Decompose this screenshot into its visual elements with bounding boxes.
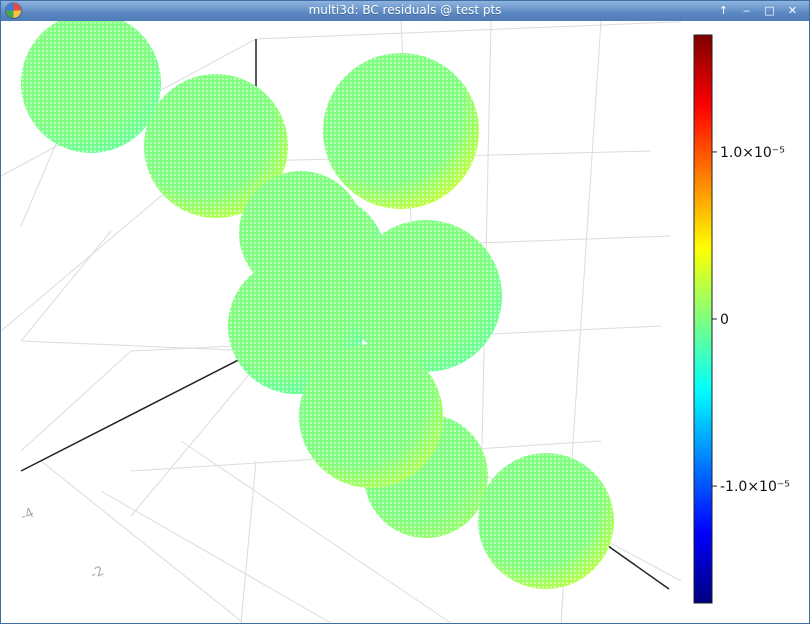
grid-line	[180, 440, 452, 623]
grid-line	[40, 460, 242, 622]
keep-above-button[interactable]: ↑	[718, 4, 729, 17]
sphere-point-texture	[323, 53, 479, 209]
colorbar-tick-label: -1.0×10⁻⁵	[720, 479, 790, 495]
grid-line	[20, 350, 132, 452]
sphere-cloud	[21, 21, 614, 589]
3d-scatter-plot[interactable]: -4 -2 1.0×10⁻⁵ 0 -1.0×10⁻⁵	[1, 21, 809, 623]
app-icon[interactable]	[6, 3, 21, 18]
sphere-point-texture	[299, 344, 443, 488]
window-title: multi3d: BC residuals @ test pts	[308, 3, 502, 17]
grid-line	[20, 230, 112, 342]
grid-line	[255, 21, 681, 40]
sphere-point-texture	[478, 453, 614, 589]
colorbar-tick-label: 1.0×10⁻⁵	[720, 145, 785, 161]
colorbar	[693, 34, 713, 604]
plot-area[interactable]: -4 -2 1.0×10⁻⁵ 0 -1.0×10⁻⁵	[1, 21, 809, 623]
axis-line	[20, 350, 257, 472]
axis-line	[600, 540, 670, 590]
grid-line	[240, 460, 257, 623]
axis-tick-label-neg2: -2	[88, 564, 106, 583]
grid-line	[100, 490, 332, 623]
colorbar-ticks: 1.0×10⁻⁵ 0 -1.0×10⁻⁵	[712, 145, 790, 495]
title-bar[interactable]: multi3d: BC residuals @ test pts ↑ ‒ □ ✕	[1, 1, 809, 21]
colorbar-tick-label: 0	[720, 312, 729, 328]
sphere-point-texture	[350, 220, 502, 372]
grid-line	[20, 340, 257, 352]
sphere-point-texture	[21, 21, 161, 153]
minimize-button[interactable]: ‒	[743, 4, 750, 17]
close-button[interactable]: ✕	[787, 4, 798, 17]
axis-tick-label-neg4: -4	[18, 506, 36, 525]
maximize-button[interactable]: □	[764, 4, 775, 17]
sphere-point-texture	[144, 74, 288, 218]
grid-line	[130, 365, 257, 517]
